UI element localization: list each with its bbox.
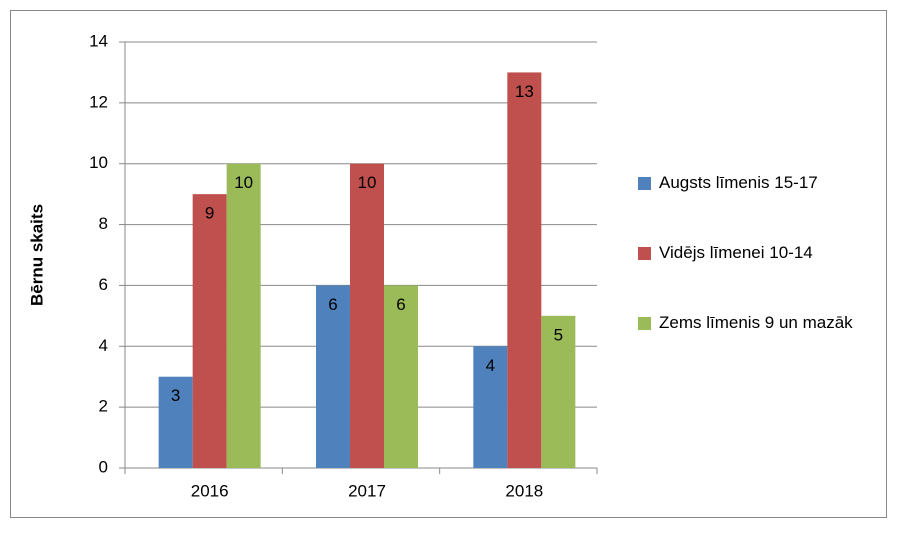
data-label: 4 [486,356,495,375]
legend-label: Augsts līmenis 15-17 [659,173,818,192]
y-tick-label: 6 [99,275,108,294]
legend-swatch [638,247,651,260]
data-label: 6 [328,295,337,314]
y-tick-label: 4 [99,336,108,355]
bar [384,285,418,468]
y-tick-label: 14 [89,31,108,50]
bar [473,346,508,468]
data-label: 9 [205,204,214,223]
legend-item: Vidējs līmenei 10-14 [638,240,878,266]
y-tick-label: 10 [89,153,108,172]
data-label: 6 [396,295,405,314]
legend-item: Zems līmenis 9 un mazāk [638,310,878,336]
bar [541,315,576,468]
x-tick-label: 2018 [505,481,543,500]
legend: Augsts līmenis 15-17 Vidējs līmenei 10-14… [638,170,878,380]
data-label: 3 [171,386,180,405]
bar [350,163,384,468]
legend-label: Vidējs līmenei 10-14 [659,243,813,262]
chart-border [10,10,887,518]
legend-swatch [638,177,651,190]
x-tick-label: 2017 [348,481,386,500]
bar [316,285,350,468]
y-tick-label: 12 [89,92,108,111]
bar [192,194,227,468]
data-label: 10 [234,173,253,192]
data-label: 10 [358,173,377,192]
x-tick-label: 2016 [191,481,229,500]
legend-item: Augsts līmenis 15-17 [638,170,878,196]
y-axis-label: Bērnu skaits [27,204,46,306]
bar [226,163,261,468]
y-tick-label: 0 [99,457,108,476]
data-label: 5 [554,325,563,344]
bar [158,376,193,468]
y-tick-label: 8 [99,214,108,233]
bar [507,72,542,468]
data-label: 13 [515,82,534,101]
y-tick-label: 2 [99,397,108,416]
legend-label: Zems līmenis 9 un mazāk [659,313,853,332]
legend-swatch [638,317,651,330]
